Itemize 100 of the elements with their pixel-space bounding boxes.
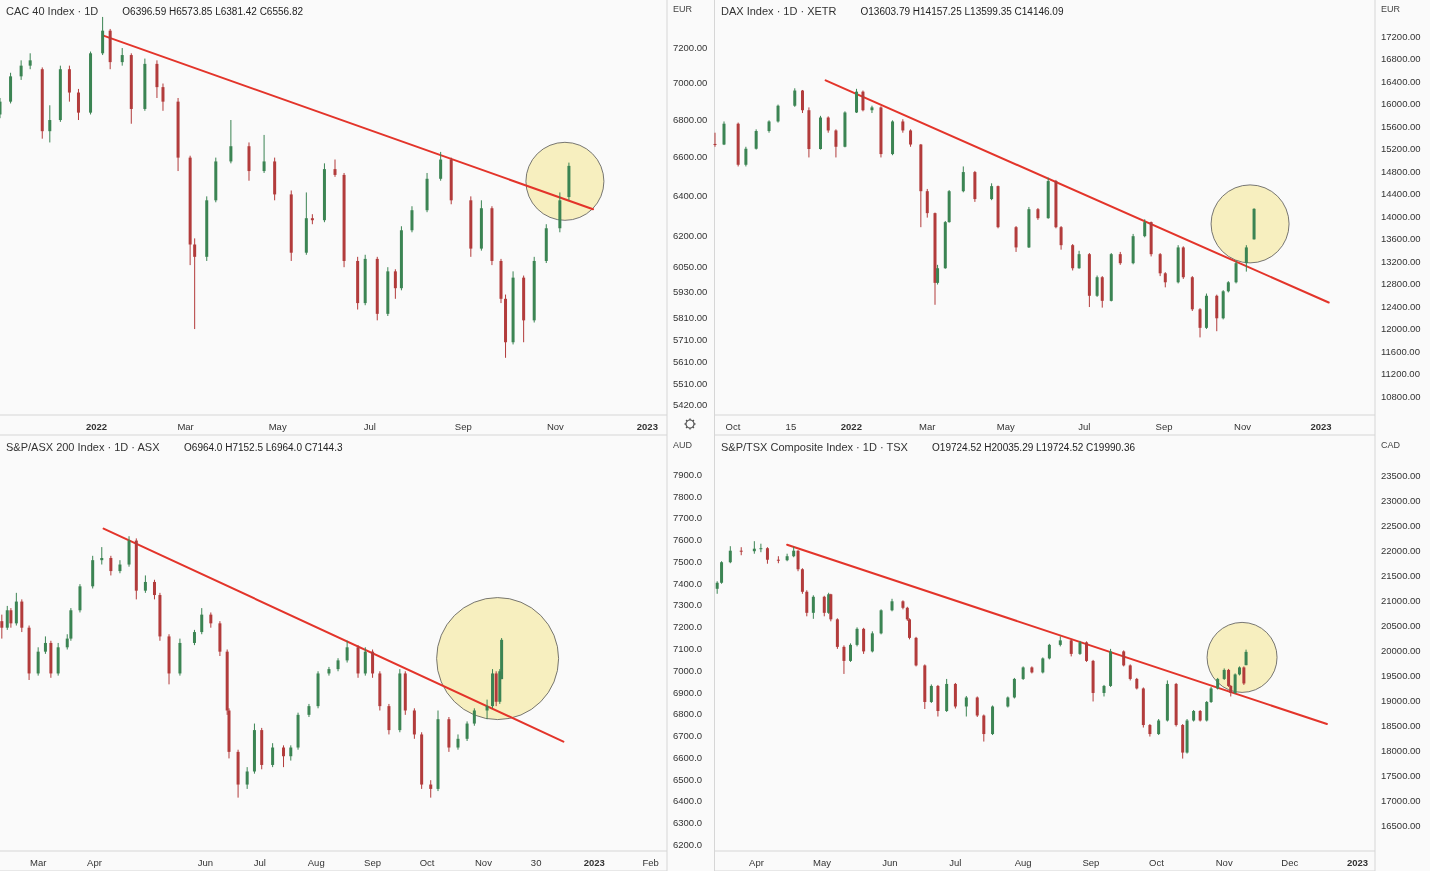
y-tick-label: 5710.00	[673, 333, 708, 345]
candlestick	[855, 626, 859, 647]
x-tick-label: 2023	[583, 856, 605, 868]
candlestick	[855, 88, 859, 114]
candlestick	[925, 188, 929, 219]
y-tick-label: 6300.0	[673, 817, 703, 829]
y-tick-label: 18500.00	[1381, 720, 1421, 732]
candlestick	[805, 589, 809, 617]
candlestick	[834, 128, 838, 158]
candlestick	[439, 151, 443, 182]
y-tick-label: 6800.00	[673, 113, 708, 125]
candlestick	[48, 104, 52, 143]
text: O6964.0 H7152.5 L6964.0 C7144.3	[184, 441, 343, 453]
candlestick	[975, 695, 979, 718]
x-tick-label: Nov	[546, 420, 565, 432]
x-tick-label: Nov	[474, 856, 493, 868]
candlestick	[961, 165, 965, 193]
x-tick-label: Oct	[419, 856, 435, 868]
y-tick-label: 17200.00	[1381, 30, 1421, 42]
x-tick-label: Apr	[87, 856, 102, 868]
candlestick	[245, 766, 249, 790]
x-tick-label: May	[996, 420, 1015, 432]
candlestick	[1205, 700, 1209, 723]
candlestick	[1095, 275, 1099, 298]
y-tick-label: 16000.00	[1381, 98, 1421, 110]
y-tick-label: 7100.0	[673, 643, 703, 655]
text: O19724.52 H20035.29 L19724.52 C19990.36	[932, 441, 1136, 453]
x-tick-label: Apr	[749, 856, 764, 868]
candlestick	[936, 264, 940, 286]
candlestick	[720, 560, 724, 585]
y-tick-label: 15200.00	[1381, 143, 1421, 155]
y-tick-label: 6200.0	[673, 839, 703, 851]
candlestick	[193, 237, 197, 330]
candlestick	[412, 707, 416, 740]
y-tick-label: 17500.00	[1381, 770, 1421, 782]
y-tick-label: 5510.00	[673, 378, 708, 390]
y-tick-label: 7700.0	[673, 512, 703, 524]
x-tick-label: Sep	[454, 420, 472, 432]
candlestick	[754, 128, 758, 151]
y-tick-label: 23500.00	[1381, 469, 1421, 481]
x-tick-label: Oct	[1149, 856, 1165, 868]
y-tick-label: 21000.00	[1381, 594, 1421, 606]
candlestick	[109, 555, 113, 576]
y-tick-label: 7600.0	[673, 534, 703, 546]
text: O6396.59 H6573.85 L6381.42 C6556.82	[122, 5, 304, 17]
candlestick	[282, 744, 286, 768]
y-tick-label: 12800.00	[1381, 278, 1421, 290]
candlestick	[1244, 244, 1248, 273]
candlestick	[327, 666, 331, 677]
x-tick-label: Oct	[725, 420, 741, 432]
candlestick	[759, 543, 763, 553]
y-tick-label: 18000.00	[1381, 745, 1421, 757]
candlestick	[465, 720, 469, 742]
candlestick	[1071, 243, 1075, 271]
candlestick	[822, 595, 826, 617]
candlestick	[1234, 259, 1238, 284]
y-tick-label: 13600.00	[1381, 233, 1421, 245]
x-tick-label: Sep	[1155, 420, 1173, 432]
x-tick-label: Feb	[642, 856, 659, 868]
x-tick-label: Jul	[253, 856, 266, 868]
y-tick-label: 6050.00	[673, 260, 708, 272]
candlestick	[1100, 275, 1104, 309]
text: DAX Index · 1D · XETR	[721, 4, 837, 17]
x-tick-label: Sep	[364, 856, 382, 868]
y-tick-label: 7500.0	[673, 555, 703, 567]
x-tick-label: 2022	[86, 420, 108, 432]
candlestick	[842, 644, 846, 675]
x-tick-label: May	[268, 420, 287, 432]
y-tick-label: 20000.00	[1381, 644, 1421, 656]
x-tick-label: Mar	[29, 856, 47, 868]
candlestick	[200, 607, 204, 635]
candlestick	[456, 733, 460, 751]
x-tick-label: Jul	[363, 420, 376, 432]
candlestick	[862, 627, 866, 655]
candlestick	[870, 105, 874, 114]
x-tick-label: 15	[785, 420, 797, 432]
y-tick-label: 17000.00	[1381, 795, 1421, 807]
candlestick	[1242, 665, 1246, 686]
candlestick	[363, 646, 367, 677]
x-tick-label: Jun	[882, 856, 898, 868]
candlestick	[1014, 225, 1018, 253]
x-tick-label: Sep	[1082, 856, 1100, 868]
y-tick-label: 7300.0	[673, 599, 703, 611]
y-tick-label: 6500.0	[673, 773, 703, 785]
y-tick-label: 14400.00	[1381, 188, 1421, 200]
x-tick-label: Mar	[177, 420, 194, 432]
y-tick-label: 7200.00	[673, 41, 708, 53]
y-tick-label: 7000.00	[673, 77, 708, 89]
y-tick-label: 21500.00	[1381, 569, 1421, 581]
y-tick-label: 22000.00	[1381, 544, 1421, 556]
y-tick-label: 7400.0	[673, 577, 703, 589]
text: O13603.79 H14157.25 L13599.35 C14146.09	[860, 5, 1064, 17]
candlestick	[982, 714, 986, 743]
candlestick	[410, 205, 414, 233]
y-tick-label: 12400.00	[1381, 300, 1421, 312]
y-tick-label: 5810.00	[673, 311, 708, 323]
y-tick-label: 13200.00	[1381, 255, 1421, 267]
y-tick-label: 14800.00	[1381, 165, 1421, 177]
x-tick-label: Dec	[1281, 856, 1299, 868]
y-tick-label: 16500.00	[1381, 820, 1421, 832]
